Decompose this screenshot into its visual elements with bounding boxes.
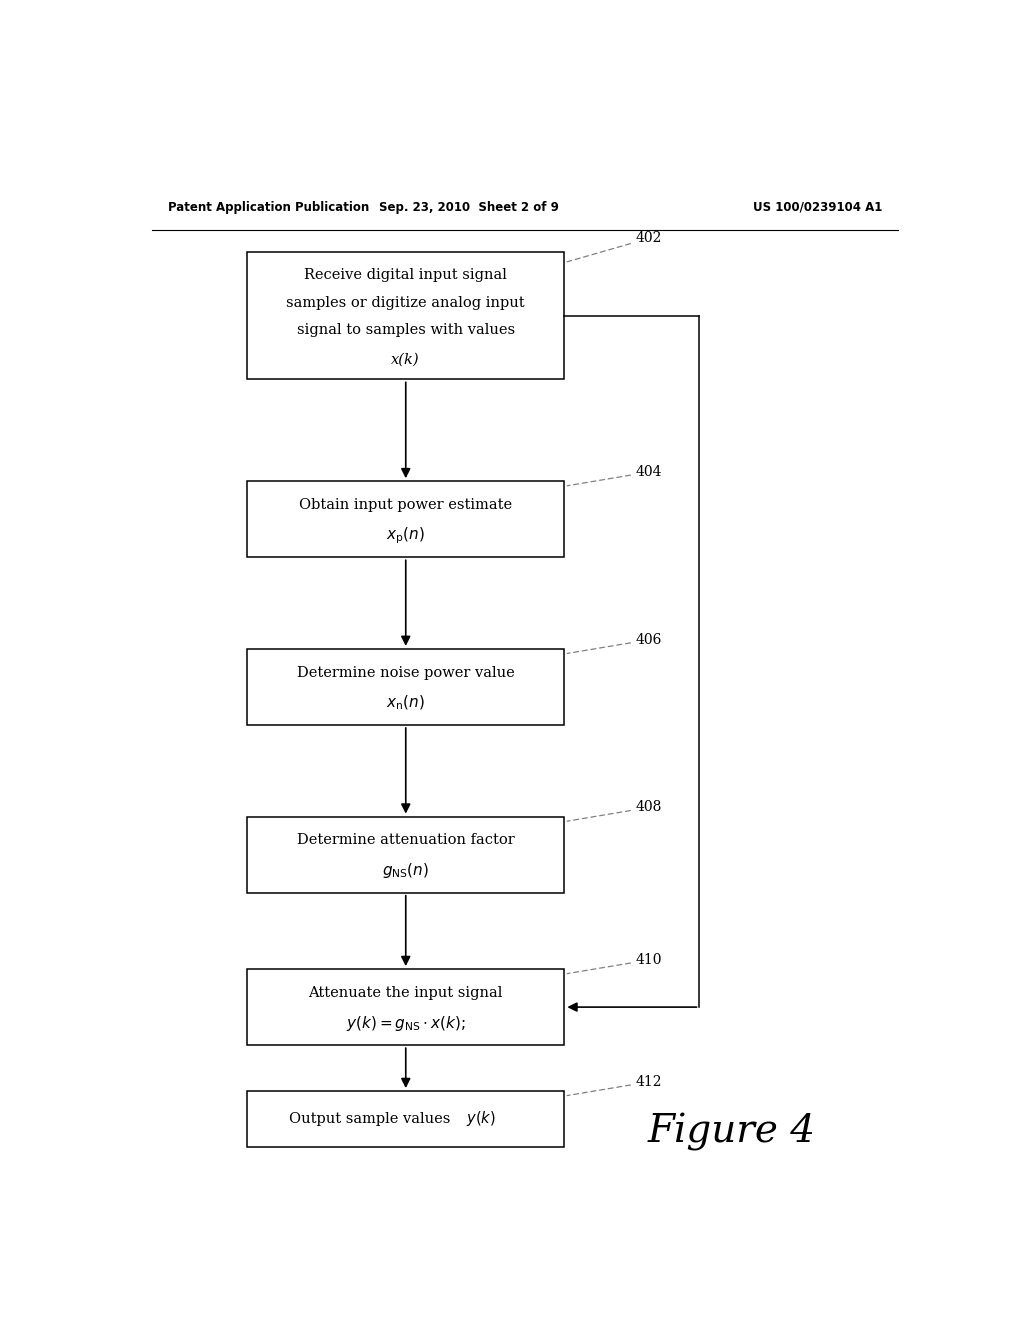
Text: signal to samples with values: signal to samples with values [297,323,515,337]
Text: Obtain input power estimate: Obtain input power estimate [299,498,512,512]
Text: Determine attenuation factor: Determine attenuation factor [297,833,515,847]
Text: US 100/0239104 A1: US 100/0239104 A1 [753,201,882,214]
Text: Patent Application Publication: Patent Application Publication [168,201,369,214]
Text: Receive digital input signal: Receive digital input signal [304,268,507,282]
Text: 410: 410 [567,953,663,974]
Bar [247,817,564,892]
Text: $g_\mathrm{NS}(n)$: $g_\mathrm{NS}(n)$ [382,862,429,880]
Text: $x_\mathrm{n}(n)$: $x_\mathrm{n}(n)$ [386,694,425,713]
Text: x(k): x(k) [391,352,420,367]
Text: Sep. 23, 2010  Sheet 2 of 9: Sep. 23, 2010 Sheet 2 of 9 [379,201,559,214]
Bar [247,969,564,1045]
Text: samples or digitize analog input: samples or digitize analog input [287,296,525,310]
Text: 406: 406 [567,632,663,653]
Text: Determine noise power value: Determine noise power value [297,665,515,680]
Text: 412: 412 [567,1074,663,1096]
Text: Figure 4: Figure 4 [647,1113,815,1151]
Text: $y(k)$: $y(k)$ [466,1109,496,1129]
Bar [247,649,564,725]
Text: $x_\mathrm{p}(n)$: $x_\mathrm{p}(n)$ [386,525,425,545]
Text: $y(k) = g_\mathrm{NS} \cdot x(k);$: $y(k) = g_\mathrm{NS} \cdot x(k);$ [346,1014,466,1032]
Text: 402: 402 [567,231,663,261]
Text: Output sample values: Output sample values [289,1111,460,1126]
Text: 408: 408 [567,800,663,821]
Bar [247,252,564,379]
Bar [247,1090,564,1147]
Bar [247,480,564,557]
Text: Attenuate the input signal: Attenuate the input signal [308,986,503,999]
Text: 404: 404 [567,465,663,486]
